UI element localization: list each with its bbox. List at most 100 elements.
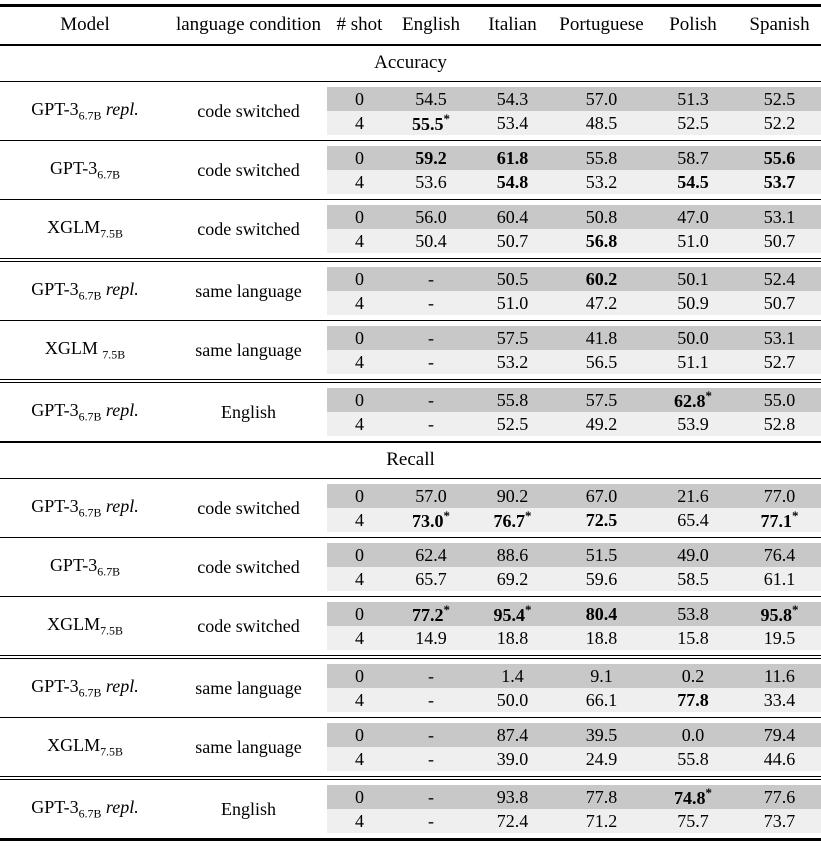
model-group: GPT-36.7B repl. English 0-93.8 77.8 74.8* 77.… [0,778,821,840]
value-cell: 1.4 [470,664,555,688]
value-cell: 44.6 [738,747,821,771]
metric-value: 75.7 [677,810,709,831]
shot-count: 4 [327,291,392,315]
table-row: GPT-36.7B repl. same language 0-50.5 60.2 50… [0,267,821,315]
value-cell: 52.5 [648,111,738,135]
language-condition: code switched [170,484,327,532]
metric-value: 76.4 [763,544,796,565]
metric-value: 14.9 [415,627,447,648]
spacer-row [0,657,821,664]
col-header-language-condition: language condition [175,14,322,35]
table-row: GPT-36.7B code switched 0 59.2 61.8 55.8 58.7 5… [0,146,821,194]
metric-value: 54.5 [677,171,709,192]
significance-star: * [792,508,799,523]
value-cell: 59.6 [555,567,648,591]
value-cell: - [392,350,470,374]
model-note: repl. [105,675,139,696]
value-cell: 47.2 [555,291,648,315]
model-name: GPT-36.7B repl. [0,664,170,712]
metric-value: 74.8 [674,788,706,808]
metric-value: 57.0 [415,485,447,506]
metric-value: 73.7 [763,810,796,831]
model-base: GPT-3 [31,675,79,696]
spacer-row [0,833,821,840]
value-cell: 11.6 [738,664,821,688]
value-cell: - [392,688,470,712]
section-title: Accuracy [374,52,447,73]
metric-value: 21.6 [677,485,709,506]
value-cell: 71.2 [555,809,648,833]
metric-value: 39.0 [496,748,529,769]
metric-value: 67.0 [585,485,618,506]
spacer-row [0,374,821,381]
shot-count: 4 [327,626,392,650]
value-cell: 58.5 [648,567,738,591]
metric-value: 51.3 [677,88,709,109]
metric-value: 55.5 [412,114,444,134]
value-cell: 53.9 [648,412,738,436]
metric-value: 51.1 [677,351,709,372]
model-note: repl. [105,796,139,817]
table-row: XGLM7.5B code switched 0 56.0 60.4 50.8 47.0 53… [0,205,821,253]
model-name: GPT-36.7B repl. [0,484,170,532]
metric-value: 76.7 [493,511,526,531]
value-cell: 79.4 [738,723,821,747]
value-cell: 73.0* [392,508,470,532]
metric-value: - [428,810,434,831]
model-base: GPT-3 [31,98,79,119]
value-cell: 80.4 [555,602,648,626]
value-cell: - [392,809,470,833]
model-name: GPT-36.7B repl. [0,785,170,833]
shot-count: 0 [327,146,392,170]
metric-value: 44.6 [763,748,796,769]
metric-value: 51.0 [677,230,709,251]
metric-value: 18.8 [496,627,529,648]
metric-value: - [428,665,434,686]
shot-count: 0 [327,664,392,688]
metric-value: 57.5 [585,389,618,410]
metric-value: 51.5 [585,544,618,565]
value-cell: 21.6 [648,484,738,508]
value-cell: 24.9 [555,747,648,771]
value-cell: 50.7 [470,229,555,253]
shot-count: 4 [327,111,392,135]
value-cell: 72.5 [555,508,648,532]
value-cell: - [392,785,470,809]
table-row: 4 53.6 54.8 53.2 54.5 53.7 [0,170,821,194]
metric-value: 60.4 [496,206,529,227]
table-row: GPT-36.7B repl. code switched 0 54.5 54.3 57.… [0,87,821,135]
value-cell: 95.8* [738,602,821,626]
shot-count: 0 [327,388,392,412]
value-cell: 55.8 [648,747,738,771]
metric-value: 65.7 [415,568,447,589]
model-subscript: 6.7B [97,167,121,182]
significance-star: * [792,602,799,617]
metric-value: 53.1 [763,327,796,348]
value-cell: 60.2 [555,267,648,291]
table-row: GPT-36.7B repl. English 0-55.8 57.5 62.8* 55.… [0,388,821,436]
metric-value: 52.4 [763,268,796,289]
metric-value: 58.5 [677,568,709,589]
value-cell: 56.8 [555,229,648,253]
model-subscript: 6.7B [78,806,102,821]
model-note: repl. [105,98,139,119]
language-condition: same language [170,723,327,771]
metric-value: 52.5 [677,112,709,133]
value-cell: 51.1 [648,350,738,374]
value-cell: 56.0 [392,205,470,229]
value-cell: 50.7 [738,291,821,315]
metric-value: 53.1 [763,206,796,227]
metric-value: 41.8 [585,327,618,348]
value-cell: 53.1 [738,326,821,350]
value-cell: 62.4 [392,543,470,567]
value-cell: 18.8 [555,626,648,650]
metric-value: 50.0 [677,327,709,348]
value-cell: 39.0 [470,747,555,771]
model-subscript: 6.7B [78,505,102,520]
value-cell: 57.5 [470,326,555,350]
value-cell: 51.0 [470,291,555,315]
metric-value: - [428,689,434,710]
metric-value: - [428,724,434,745]
model-name: XGLM7.5B [0,205,170,253]
value-cell: 19.5 [738,626,821,650]
